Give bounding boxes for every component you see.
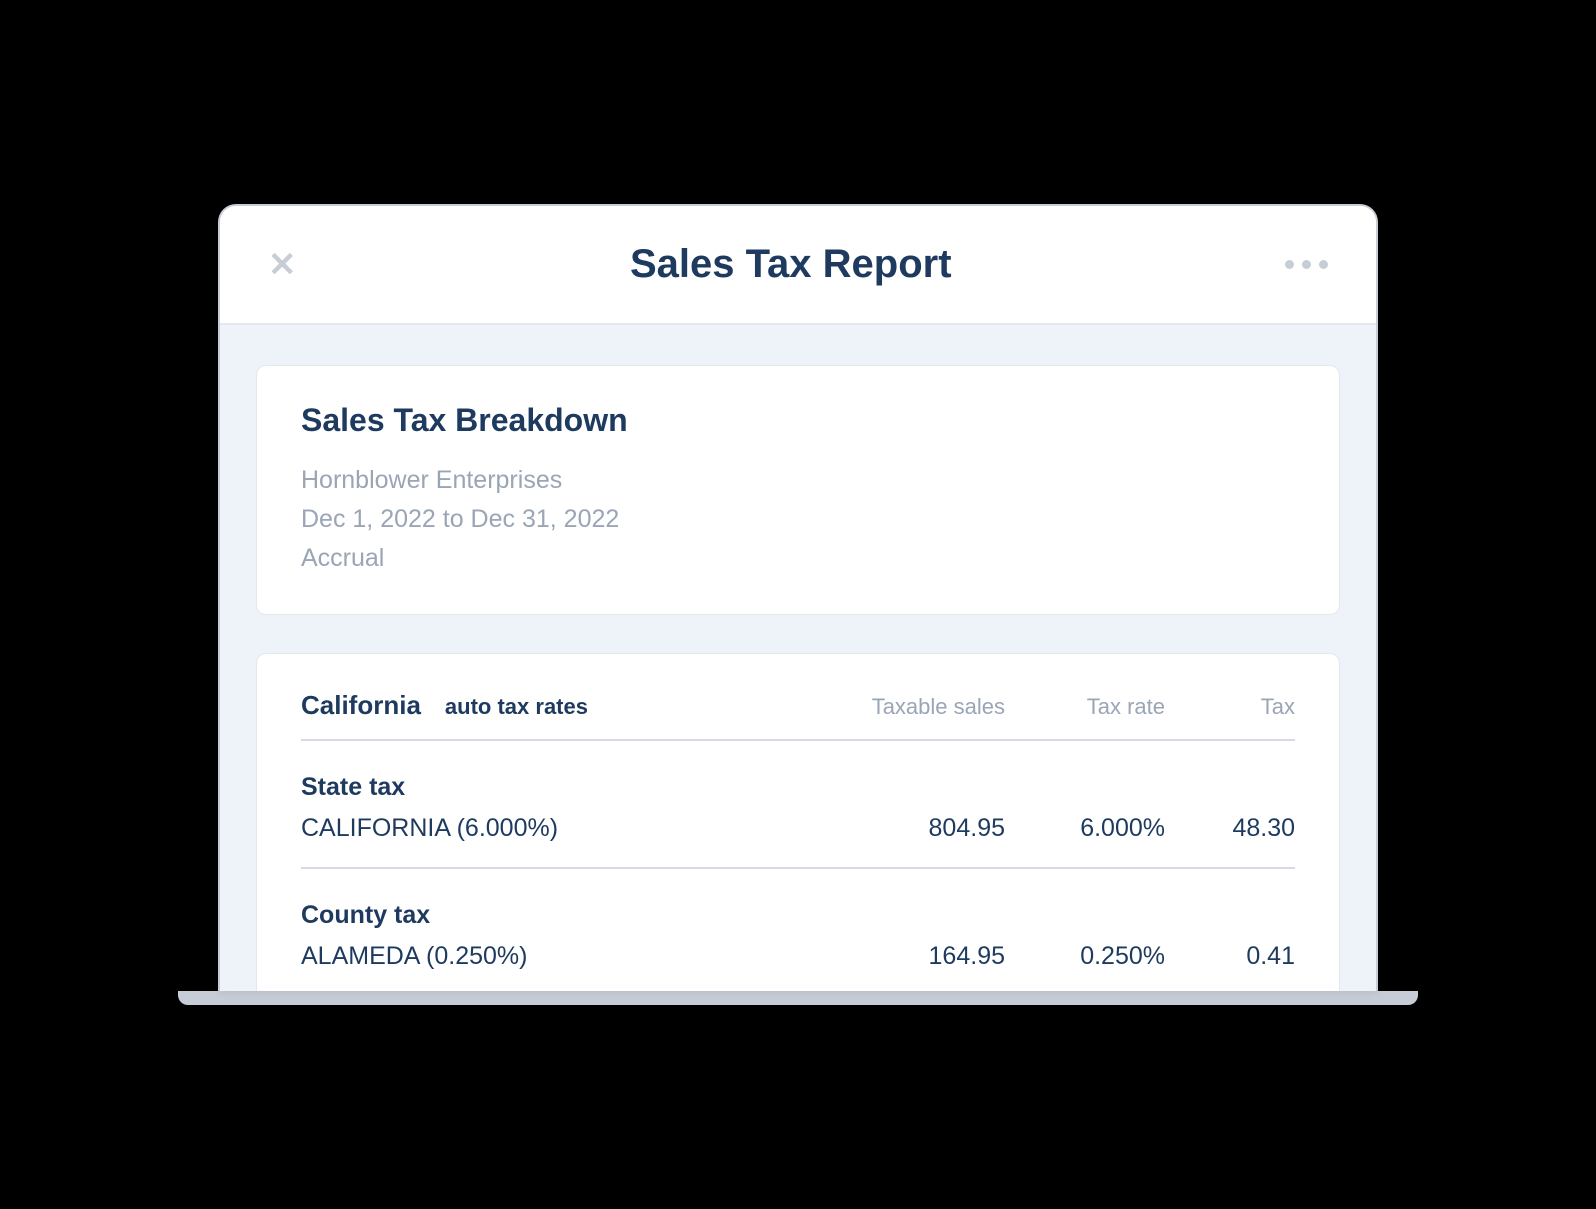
device-base [178,991,1418,1005]
page-title: Sales Tax Report [297,242,1286,287]
accounting-basis: Accrual [301,539,1295,578]
tax-table-card: California auto tax rates Taxable sales … [256,653,1340,991]
more-icon[interactable] [1285,260,1328,269]
content-area: Sales Tax Breakdown Hornblower Enterpris… [220,325,1376,990]
region-name: California [301,690,421,721]
table-header-row: California auto tax rates Taxable sales … [301,690,1295,741]
tax-group-state: State tax CALIFORNIA (6.000%) 804.95 6.0… [301,741,1295,869]
date-range: Dec 1, 2022 to Dec 31, 2022 [301,500,1295,539]
row-name: CALIFORNIA (6.000%) [301,814,825,843]
breakdown-title: Sales Tax Breakdown [301,402,1295,439]
col-header-tax-rate: Tax rate [1005,694,1165,720]
row-tax: 0.41 [1165,942,1295,971]
breakdown-summary-card: Sales Tax Breakdown Hornblower Enterpris… [256,365,1340,614]
tax-group-county: County tax ALAMEDA (0.250%) 164.95 0.250… [301,869,1295,971]
row-name: ALAMEDA (0.250%) [301,942,825,971]
company-name: Hornblower Enterprises [301,461,1295,500]
row-taxable-sales: 804.95 [825,814,1005,843]
group-label: State tax [301,773,1295,802]
table-row: ALAMEDA (0.250%) 164.95 0.250% 0.41 [301,942,1295,971]
row-tax: 48.30 [1165,814,1295,843]
breakdown-meta: Hornblower Enterprises Dec 1, 2022 to De… [301,461,1295,577]
table-row: CALIFORNIA (6.000%) 804.95 6.000% 48.30 [301,814,1295,843]
close-icon[interactable]: ✕ [268,248,297,282]
device-frame: ✕ Sales Tax Report Sales Tax Breakdown H… [218,204,1378,990]
rates-note: auto tax rates [445,694,825,720]
row-tax-rate: 0.250% [1005,942,1165,971]
modal-header: ✕ Sales Tax Report [220,206,1376,325]
row-taxable-sales: 164.95 [825,942,1005,971]
row-tax-rate: 6.000% [1005,814,1165,843]
group-label: County tax [301,901,1295,930]
col-header-taxable-sales: Taxable sales [825,694,1005,720]
col-header-tax: Tax [1165,694,1295,720]
